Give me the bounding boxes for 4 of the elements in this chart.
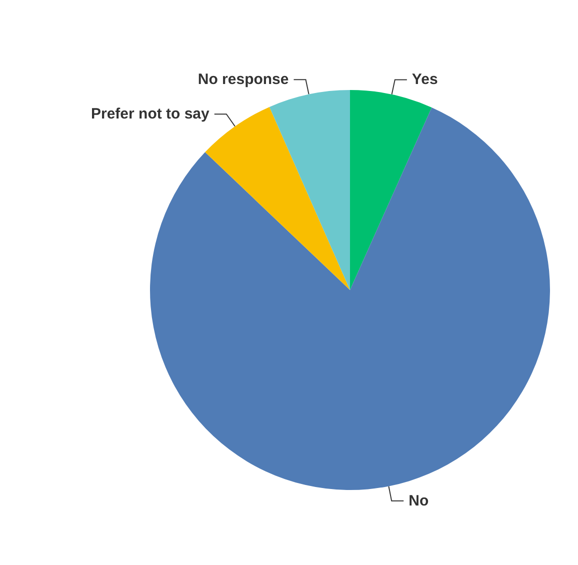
slice-label: Prefer not to say [91,106,210,123]
slice-label: No [408,492,429,510]
slice-label: No response [198,71,289,88]
slice-label: Yes [412,71,438,88]
